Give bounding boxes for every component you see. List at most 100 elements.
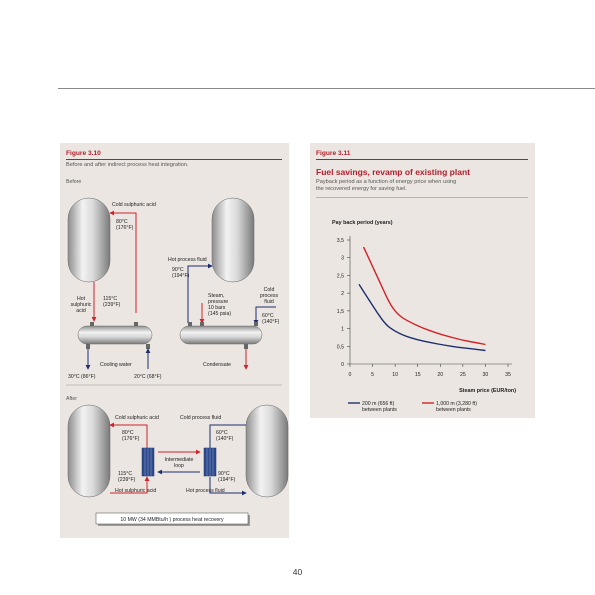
- before-temp-20c: 20°C (68°F): [134, 374, 162, 380]
- before-temp-239f: (239°F): [103, 302, 121, 308]
- x-tick-label: 5: [371, 372, 374, 378]
- after-temp-176f: (176°F): [122, 436, 140, 442]
- after-acid-tank: [67, 404, 111, 498]
- process-fluid-tank: [211, 197, 255, 283]
- figure-label: Figure 3.10: [66, 150, 101, 157]
- cold-fluid-label-1: Cold: [264, 287, 275, 293]
- steam-label-4: (145 psia): [208, 311, 231, 317]
- cold-acid-label: Cold sulphuric acid: [112, 202, 156, 208]
- figure-subtitle-2: the recovered energy for saving fuel.: [316, 186, 407, 192]
- condensate-label: Condensate: [203, 362, 231, 368]
- figure-subtitle-rule: [316, 197, 528, 198]
- before-temp-80c: 80°C: [116, 219, 128, 225]
- y-tick-label: 2: [341, 291, 344, 297]
- figure-label-rule: [66, 159, 282, 160]
- y-tick-label: 0: [341, 362, 344, 368]
- hot-acid-label-2: sulphuric: [71, 302, 92, 308]
- figure-label: Figure 3.11: [316, 150, 351, 157]
- after-temp-140f: (140°F): [216, 436, 234, 442]
- after-cold-fluid-label: Cold process fluid: [180, 415, 221, 421]
- before-section-label: Before: [66, 179, 82, 185]
- after-cold-acid-label: Cold sulphuric acid: [115, 415, 159, 421]
- y-tick-label: 1: [341, 327, 344, 333]
- after-cold-fluid-line: [207, 424, 246, 454]
- acid-cooler-exchanger: [77, 325, 153, 345]
- cold-fluid-label-2: process: [260, 293, 279, 299]
- figure-subtitle-1: Payback period as a function of energy p…: [316, 179, 457, 185]
- x-tick-label: 10: [392, 372, 398, 378]
- y-tick-label: 0,5: [337, 344, 344, 350]
- after-hot-acid-line: [110, 476, 150, 494]
- cooler-nozzle-3: [86, 344, 90, 349]
- hot-process-fluid-label: Hot process fluid: [168, 257, 207, 263]
- legend-label-1: 200 m (656 ft): [362, 401, 395, 407]
- y-tick-label: 2,5: [337, 273, 344, 279]
- cooling-water-label: Cooling water: [100, 362, 132, 368]
- heat-integration-diagram: Cold sulphuric acid 80°C (176°F) Hot pro…: [66, 197, 289, 526]
- sulphuric-acid-tank: [67, 197, 111, 283]
- figure-subtitle: Before and after indirect process heat i…: [66, 162, 189, 168]
- figure-3-10-panel: Figure 3.10 Before and after indirect pr…: [60, 143, 289, 538]
- after-hot-fluid-line: [209, 477, 247, 496]
- recovery-label: 10 MW (34 MMBtu/h ) process heat recover…: [120, 517, 224, 523]
- after-temp-60c: 60°C: [216, 430, 228, 436]
- after-hot-acid-label: Hot sulphuric acid: [115, 488, 156, 494]
- hot-acid-label-1: Hot: [77, 296, 86, 302]
- chart-axes: 0 0,5 1 1,5 2 2,5 3 3,5 0 5 10 15 20 25 30 35: [337, 236, 512, 378]
- cold-acid-line: [109, 210, 137, 313]
- x-tick-label: 30: [483, 372, 489, 378]
- recovery-box: [95, 512, 249, 525]
- before-temp-194f: (194°F): [172, 273, 190, 279]
- before-temp-115c: 115°C: [103, 296, 117, 302]
- cooler-nozzle-2: [134, 322, 138, 326]
- hot-process-fluid-line: [187, 263, 213, 323]
- series-line-2: [362, 246, 486, 346]
- series-line-1: [358, 283, 486, 352]
- hot-acid-label-3: acid: [76, 308, 86, 314]
- heater-nozzle-4: [244, 344, 248, 349]
- plate-stripes: [144, 448, 214, 476]
- steam-label-1: Steam,: [208, 293, 224, 299]
- x-tick-label: 0: [349, 372, 352, 378]
- loop-label-2: loop: [174, 463, 184, 469]
- x-axis-title: Steam price (EUR/ton): [459, 388, 516, 394]
- heater-nozzle-3: [254, 322, 258, 326]
- x-tick-label: 20: [437, 372, 443, 378]
- after-temp-239f: (239°F): [118, 477, 136, 483]
- legend-label-1-line2: between plants: [362, 407, 397, 413]
- page-top-rule: [58, 88, 595, 89]
- figure-3-11-panel: Figure 3.11 Fuel savings, revamp of exis…: [310, 143, 535, 418]
- x-tick-label: 25: [460, 372, 466, 378]
- x-tick-label: 15: [415, 372, 421, 378]
- after-section-label: After: [66, 396, 77, 402]
- after-temp-80c: 80°C: [122, 430, 134, 436]
- cold-process-fluid-line: [253, 306, 276, 325]
- after-fluid-tank: [245, 404, 289, 498]
- heater-nozzle-1: [188, 322, 192, 326]
- before-temp-140f: (140°F): [262, 319, 280, 325]
- x-tick-label: 35: [505, 372, 511, 378]
- figure-label-rule: [316, 159, 528, 160]
- steam-label-2: pressure: [208, 299, 228, 305]
- cold-fluid-label-3: fluid: [264, 299, 274, 305]
- y-tick-label: 3,5: [337, 238, 344, 244]
- legend-label-2-line2: between plants: [436, 407, 471, 413]
- steam-heater-exchanger: [179, 325, 263, 345]
- after-temp-90c: 90°C: [218, 471, 230, 477]
- after-temp-115c: 115°C: [118, 471, 132, 477]
- y-axis-title: Pay back period (years): [332, 220, 393, 226]
- steam-label-3: 10 bars: [208, 305, 226, 311]
- after-hot-fluid-label: Hot process fluid: [186, 488, 225, 494]
- after-temp-194f: (194°F): [218, 477, 236, 483]
- loop-label-1: Intermediate: [165, 457, 194, 463]
- before-temp-176f: (176°F): [116, 225, 134, 231]
- cooler-nozzle-4: [146, 344, 150, 349]
- after-cold-acid-line: [109, 422, 148, 453]
- legend-label-2: 1,000 m (3,280 ft): [436, 401, 477, 407]
- before-temp-30c: 30°C (86°F): [68, 374, 96, 380]
- before-temp-60c: 60°C: [262, 313, 274, 319]
- figure-title: Fuel savings, revamp of existing plant: [316, 167, 470, 177]
- payback-chart: Pay back period (years) 0 0,5 1 1,5 2 2,5 3 3,5…: [332, 220, 516, 413]
- y-tick-label: 1,5: [337, 309, 344, 315]
